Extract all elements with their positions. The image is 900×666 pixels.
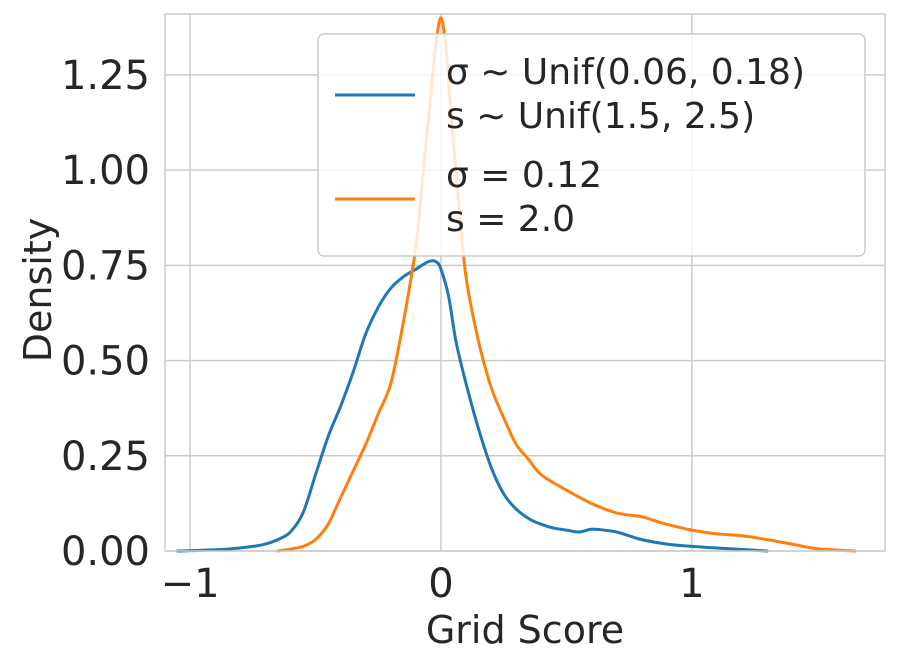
- legend: σ ∼ Unif(0.06, 0.18) s ∼ Unif(1.5, 2.5) …: [317, 33, 866, 257]
- x-tick-labels: −1 0 1: [161, 561, 705, 607]
- x-tick-label-1: 0: [428, 561, 453, 607]
- y-axis-title: Density: [16, 218, 60, 362]
- legend-frame: [317, 33, 866, 257]
- y-tick-labels: 0.00 0.25 0.50 0.75 1.00 1.25: [61, 53, 150, 575]
- x-axis-title: Grid Score: [426, 608, 624, 652]
- series-line-1: [276, 16, 857, 553]
- legend-label-blue-line-2: s ∼ Unif(1.5, 2.5): [446, 96, 755, 137]
- x-tick-label-0: −1: [161, 561, 220, 607]
- y-tick-label-3: 0.75: [61, 243, 150, 289]
- y-tick-label-2: 0.50: [61, 339, 150, 385]
- y-tick-label-1: 0.25: [61, 434, 150, 480]
- legend-label-blue-line-1: σ ∼ Unif(0.06, 0.18): [446, 52, 805, 93]
- y-tick-label-0: 0.00: [61, 529, 150, 575]
- series-line-0: [176, 259, 769, 553]
- y-tick-label-4: 1.00: [61, 148, 150, 194]
- y-tick-label-5: 1.25: [61, 53, 150, 99]
- legend-label-orange-line-1: σ = 0.12: [446, 155, 602, 196]
- series-lines: [176, 16, 857, 553]
- x-tick-label-2: 1: [679, 561, 704, 607]
- legend-label-orange-line-2: s = 2.0: [446, 199, 575, 240]
- plot-frame: [164, 13, 886, 552]
